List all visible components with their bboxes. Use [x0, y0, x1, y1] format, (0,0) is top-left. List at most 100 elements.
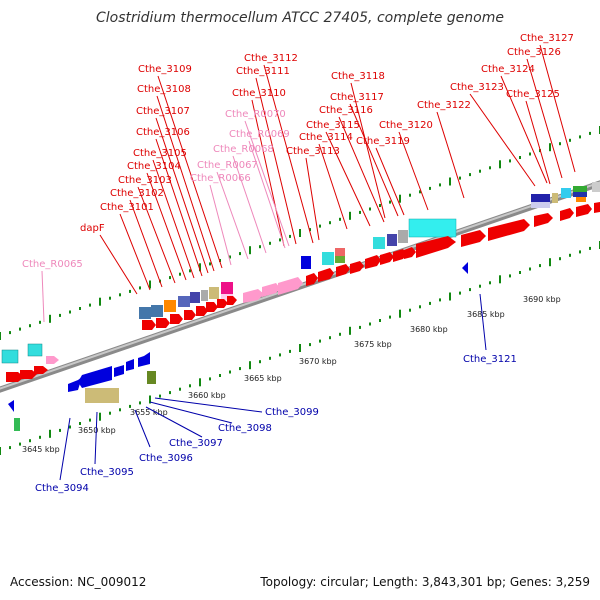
gene-block [1, 349, 19, 364]
tick-dot [189, 269, 191, 273]
tick-dot [239, 252, 241, 256]
tick-dot [19, 442, 21, 446]
gene-label: Cthe_3097 [169, 438, 223, 449]
tick-dot [479, 284, 481, 288]
tick-dot [439, 183, 441, 187]
tick-mark [0, 447, 1, 455]
tick-dot [119, 293, 121, 297]
gene-block [408, 218, 457, 238]
tick-dot [209, 262, 211, 266]
tick-dot [169, 276, 171, 280]
tick-dot [319, 224, 321, 228]
tick-dot [379, 319, 381, 322]
tick-mark [449, 292, 451, 301]
gene-arrow [560, 208, 574, 221]
tick-dot [409, 193, 411, 197]
gene-arrow [6, 372, 24, 382]
leader-line [59, 417, 71, 481]
tick-mark [99, 297, 101, 306]
genes-value: 3,259 [555, 575, 590, 589]
gene-label: Cthe_3109 [138, 64, 192, 75]
tick-dot [89, 418, 91, 422]
gene-block [221, 282, 233, 294]
gene-block [190, 292, 200, 303]
tick-dot [379, 204, 381, 207]
gene-block [373, 237, 385, 249]
leader-line [155, 138, 203, 277]
tick-dot [309, 228, 311, 232]
gene-label: Cthe_3103 [118, 175, 172, 186]
tick-dot [569, 253, 571, 257]
gene-arrow [20, 370, 37, 379]
genes-label: Genes: [509, 575, 552, 589]
leader-line [350, 82, 386, 219]
gene-label: Cthe_3101 [100, 202, 154, 213]
tick-dot [509, 274, 511, 278]
gene-arrow [318, 268, 334, 282]
rna-arrow [243, 289, 264, 303]
tick-dot [489, 281, 491, 285]
leader-line [41, 270, 45, 323]
gene-arrow [576, 204, 592, 217]
gene-block [561, 188, 571, 198]
gene-label: Cthe_3126 [507, 47, 561, 58]
tick-dot [59, 313, 61, 317]
gene-label: Cthe_3120 [379, 120, 433, 131]
gene-label: dapF [80, 223, 105, 234]
tick-label: 3645 kbp [22, 445, 60, 454]
gene-label: Cthe_R0065 [22, 259, 83, 270]
leader-line [154, 397, 263, 413]
gene-label: Cthe_R0066 [190, 173, 251, 184]
gene-block [201, 290, 208, 301]
gene-block [209, 287, 219, 299]
leader-line [152, 159, 195, 279]
gene-arrow [170, 314, 183, 324]
gene-arrow [393, 249, 407, 262]
leader-line [232, 155, 267, 254]
gene-block [335, 248, 345, 256]
tick-dot [579, 135, 581, 139]
reverse-genes [8, 262, 468, 431]
tick-dot [529, 267, 531, 271]
leader-line [134, 409, 151, 448]
gene-block [27, 343, 43, 357]
tick-dot [469, 288, 471, 292]
tick-dot [229, 370, 231, 374]
gene-label: Cthe_R0067 [197, 160, 258, 171]
gene-label: Cthe_3123 [450, 82, 504, 93]
gene-block [164, 300, 176, 312]
gene-label: Cthe_R0069 [229, 129, 290, 140]
leader-line [398, 131, 429, 211]
tick-dot [469, 173, 471, 177]
topology-label: Topology: [260, 575, 317, 589]
gene-block [398, 230, 408, 243]
gene-label: Cthe_3096 [139, 453, 193, 464]
gene-block [552, 193, 558, 203]
gene-label: Cthe_3104 [127, 161, 181, 172]
gene-label: Cthe_3102 [110, 188, 164, 199]
gene-labels: Cthe_3127Cthe_3126Cthe_3124Cthe_3123Cthe… [22, 33, 574, 494]
gene-arrow [138, 352, 150, 367]
gene-arrow [78, 366, 112, 388]
gene-label: Cthe_3106 [136, 127, 190, 138]
tick-dot [169, 391, 171, 395]
tick-dot [559, 257, 561, 261]
tick-dot [89, 303, 91, 307]
tick-dot [139, 286, 141, 290]
gene-label: Cthe_3105 [133, 148, 187, 159]
gene-label: Cthe_3113 [286, 146, 340, 157]
tick-dot [589, 131, 591, 135]
tick-dot [529, 152, 531, 156]
tick-dot [569, 138, 571, 142]
tick-dot [59, 428, 61, 432]
tick-dot [279, 238, 281, 242]
leader-line [375, 147, 405, 216]
accession-label: Accession: [10, 575, 74, 589]
gene-label: Cthe_3118 [331, 71, 385, 82]
tick-dot [269, 241, 271, 245]
gene-block [387, 234, 397, 246]
gene-arrow [217, 299, 228, 308]
tick-dot [109, 296, 111, 300]
gene-label: Cthe_3094 [35, 483, 89, 494]
